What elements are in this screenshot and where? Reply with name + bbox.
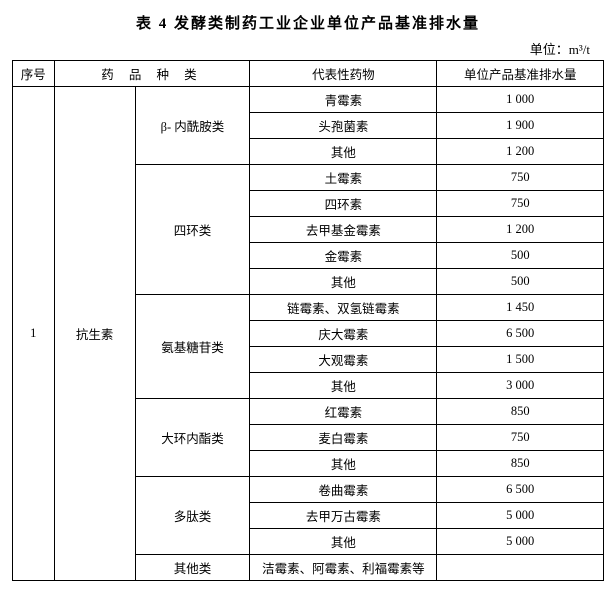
drug-cell: 麦白霉素 xyxy=(250,425,437,451)
value-cell: 1 500 xyxy=(437,347,604,373)
value-cell: 6 500 xyxy=(437,477,604,503)
main-category-cell: 抗生素 xyxy=(54,87,135,581)
sub-category-cell: 其他类 xyxy=(135,555,249,581)
drug-cell: 头孢菌素 xyxy=(250,113,437,139)
value-cell: 1 900 xyxy=(437,113,604,139)
drug-cell: 其他 xyxy=(250,139,437,165)
table-row: 1抗生素β- 内酰胺类青霉素1 000 xyxy=(13,87,604,113)
drug-cell: 去甲万古霉素 xyxy=(250,503,437,529)
value-cell: 1 200 xyxy=(437,217,604,243)
unit-label: 单位：m³/t xyxy=(12,39,604,58)
drug-cell: 链霉素、双氢链霉素 xyxy=(250,295,437,321)
drug-cell: 四环素 xyxy=(250,191,437,217)
table-title: 表 4 发酵类制药工业企业单位产品基准排水量 xyxy=(12,12,604,33)
sub-category-cell: 四环类 xyxy=(135,165,249,295)
h-seq: 序号 xyxy=(13,61,55,87)
value-cell xyxy=(437,555,604,581)
h-drug: 代表性药物 xyxy=(250,61,437,87)
drug-cell: 卷曲霉素 xyxy=(250,477,437,503)
value-cell: 1 200 xyxy=(437,139,604,165)
data-table: 序号 药 品 种 类 代表性药物 单位产品基准排水量 1抗生素β- 内酰胺类青霉… xyxy=(12,60,604,581)
drug-cell: 金霉素 xyxy=(250,243,437,269)
header-row: 序号 药 品 种 类 代表性药物 单位产品基准排水量 xyxy=(13,61,604,87)
drug-cell: 大观霉素 xyxy=(250,347,437,373)
value-cell: 500 xyxy=(437,243,604,269)
drug-cell: 其他 xyxy=(250,529,437,555)
table-body: 1抗生素β- 内酰胺类青霉素1 000头孢菌素1 900其他1 200四环类土霉… xyxy=(13,87,604,581)
h-category: 药 品 种 类 xyxy=(54,61,250,87)
value-cell: 5 000 xyxy=(437,529,604,555)
value-cell: 750 xyxy=(437,425,604,451)
drug-cell: 其他 xyxy=(250,451,437,477)
value-cell: 5 000 xyxy=(437,503,604,529)
value-cell: 1 450 xyxy=(437,295,604,321)
value-cell: 6 500 xyxy=(437,321,604,347)
drug-cell: 庆大霉素 xyxy=(250,321,437,347)
drug-cell: 红霉素 xyxy=(250,399,437,425)
value-cell: 500 xyxy=(437,269,604,295)
seq-cell: 1 xyxy=(13,87,55,581)
drug-cell: 青霉素 xyxy=(250,87,437,113)
value-cell: 850 xyxy=(437,451,604,477)
drug-cell: 去甲基金霉素 xyxy=(250,217,437,243)
h-value: 单位产品基准排水量 xyxy=(437,61,604,87)
value-cell: 750 xyxy=(437,191,604,217)
value-cell: 3 000 xyxy=(437,373,604,399)
drug-cell: 其他 xyxy=(250,269,437,295)
drug-cell: 其他 xyxy=(250,373,437,399)
sub-category-cell: 多肽类 xyxy=(135,477,249,555)
sub-category-cell: 氨基糖苷类 xyxy=(135,295,249,399)
sub-category-cell: β- 内酰胺类 xyxy=(135,87,249,165)
drug-cell: 洁霉素、阿霉素、利福霉素等 xyxy=(250,555,437,581)
value-cell: 850 xyxy=(437,399,604,425)
drug-cell: 土霉素 xyxy=(250,165,437,191)
sub-category-cell: 大环内酯类 xyxy=(135,399,249,477)
value-cell: 750 xyxy=(437,165,604,191)
value-cell: 1 000 xyxy=(437,87,604,113)
